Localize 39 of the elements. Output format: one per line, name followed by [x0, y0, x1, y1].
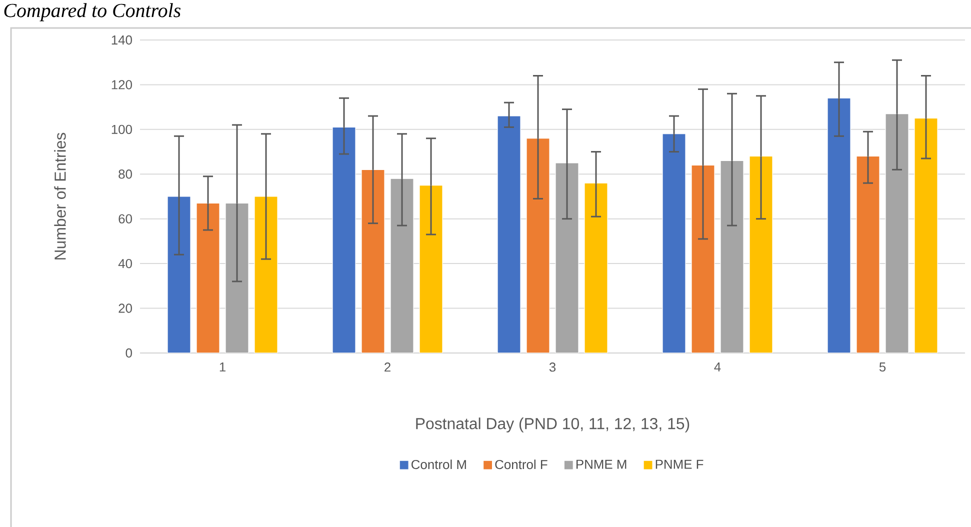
bar	[419, 185, 443, 353]
y-tick-label: 80	[118, 170, 132, 179]
bar	[749, 156, 773, 353]
chart-title: Compared to Controls	[4, 3, 180, 22]
bar	[254, 196, 278, 353]
legend-label: PNME F	[656, 460, 704, 469]
bar	[526, 138, 550, 353]
bar	[361, 169, 385, 353]
y-tick-label: 0	[126, 348, 132, 358]
bar	[914, 118, 938, 353]
legend-label: Control F	[495, 460, 548, 470]
bar	[662, 134, 686, 353]
bar	[827, 98, 851, 353]
x-tick-label: 3	[549, 362, 556, 372]
bar	[196, 202, 220, 353]
bar	[390, 178, 414, 353]
y-axis-title: Number of Entries	[54, 132, 66, 260]
y-tick-label: 40	[118, 258, 132, 268]
bar	[885, 113, 909, 353]
bar	[691, 164, 715, 353]
y-tick-label: 60	[118, 214, 132, 224]
y-tick-label: 140	[112, 35, 132, 45]
bar	[720, 160, 744, 353]
x-tick-label: 2	[384, 362, 390, 372]
bar	[584, 182, 608, 353]
y-tick-label: 120	[112, 80, 132, 90]
legend-label: PNME M	[576, 460, 626, 469]
x-tick-label: 5	[879, 362, 886, 372]
y-tick-label: 100	[112, 124, 132, 134]
x-tick-label: 1	[220, 362, 226, 372]
legend-label: Control M	[412, 460, 466, 470]
x-axis-title: Postnatal Day (PND 10, 11, 12, 13, 15)	[416, 418, 690, 432]
x-tick-label: 4	[714, 362, 721, 372]
bar	[555, 162, 579, 353]
bar	[497, 116, 521, 353]
bar	[332, 126, 356, 353]
bar	[167, 196, 191, 353]
y-tick-label: 20	[118, 304, 132, 313]
bar	[856, 156, 880, 353]
